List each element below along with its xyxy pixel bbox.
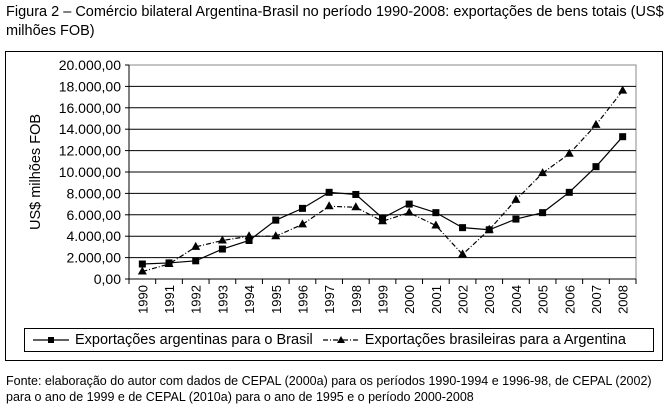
data-point-triangle <box>458 249 468 258</box>
x-tick-label: 1999 <box>376 285 391 314</box>
data-point-triangle <box>431 220 441 229</box>
data-point-square <box>245 236 253 244</box>
y-axis-label: US$ milhões FOB <box>28 114 44 230</box>
x-tick-label: 2002 <box>456 285 471 314</box>
data-point-square <box>325 188 333 196</box>
data-point-triangle <box>271 231 281 240</box>
x-tick-label: 1997 <box>322 285 337 314</box>
legend-item-brazilian-exports: Exportações brasileiras para a Argentina <box>321 332 626 348</box>
legend-item-argentine-exports: Exportações argentinas para o Brasil <box>31 332 313 348</box>
data-point-triangle <box>511 194 521 203</box>
data-point-triangle <box>297 219 307 228</box>
figure-title: Figura 2 – Comércio bilateral Argentina-… <box>6 4 664 39</box>
x-tick-label: 2001 <box>429 285 444 314</box>
x-tick-label: 2007 <box>589 285 604 314</box>
data-point-triangle <box>591 119 601 128</box>
data-point-triangle <box>404 207 414 216</box>
data-point-square <box>192 257 200 265</box>
legend: Exportações argentinas para o Brasil Exp… <box>24 328 654 352</box>
y-tick-label: 10.000,00 <box>59 164 121 180</box>
legend-square-marker-icon <box>33 337 69 343</box>
legend-triangle-marker-icon <box>322 336 359 343</box>
data-point-square <box>619 133 627 141</box>
x-tick-label: 2000 <box>402 285 417 314</box>
y-tick-label: 18.000,00 <box>59 78 121 94</box>
y-tick-label: 12.000,00 <box>59 143 121 159</box>
data-point-square <box>298 204 306 212</box>
x-tick-label: 1996 <box>295 285 310 314</box>
x-tick-label: 1994 <box>242 285 257 314</box>
data-point-square <box>592 163 600 171</box>
data-point-triangle <box>564 148 574 157</box>
data-point-square <box>138 260 146 268</box>
data-point-triangle <box>378 216 387 225</box>
y-tick-label: 16.000,00 <box>59 100 121 116</box>
y-tick-label: 6.000,00 <box>67 207 122 223</box>
data-point-triangle <box>137 266 147 275</box>
x-tick-label: 1990 <box>135 285 150 314</box>
legend-label: Exportações argentinas para o Brasil <box>75 332 313 348</box>
x-tick-label: 2005 <box>536 285 551 314</box>
y-tick-label: 0,00 <box>94 271 121 287</box>
data-point-triangle <box>538 168 548 177</box>
data-point-square <box>539 209 547 217</box>
y-tick-label: 20.000,00 <box>59 57 121 73</box>
data-point-square <box>565 188 573 196</box>
data-point-square <box>272 216 280 224</box>
data-point-square <box>432 209 440 217</box>
x-tick-label: 2006 <box>562 285 577 314</box>
data-point-triangle <box>244 231 254 240</box>
data-point-triangle <box>351 202 361 211</box>
x-tick-label: 1993 <box>215 285 230 314</box>
y-tick-label: 2.000,00 <box>67 250 122 266</box>
y-tick-label: 8.000,00 <box>67 185 122 201</box>
x-tick-label: 2004 <box>509 285 524 314</box>
x-tick-label: 2003 <box>482 285 497 314</box>
y-tick-label: 4.000,00 <box>67 228 122 244</box>
series-line-argentine-exports <box>142 136 624 265</box>
legend-label: Exportações brasileiras para a Argentina <box>364 332 626 348</box>
data-point-square <box>459 224 467 232</box>
x-tick-label: 2008 <box>616 285 631 314</box>
data-point-square <box>218 245 226 253</box>
data-point-triangle <box>191 241 201 250</box>
data-point-triangle <box>618 85 628 94</box>
x-tick-label: 1995 <box>269 285 284 314</box>
chart-frame <box>5 51 663 361</box>
data-point-triangle <box>164 259 174 268</box>
data-point-triangle <box>217 235 227 244</box>
source-caption: Fonte: elaboração do autor com dados de … <box>6 374 652 404</box>
y-tick-label: 14.000,00 <box>59 121 121 137</box>
data-point-square <box>352 190 360 198</box>
data-point-square <box>405 200 413 208</box>
data-point-square <box>512 215 520 223</box>
x-tick-label: 1998 <box>349 285 364 314</box>
data-point-triangle <box>484 224 494 233</box>
series-line-brazilian-exports <box>142 90 624 273</box>
x-tick-label: 1991 <box>162 285 177 314</box>
x-tick-label: 1992 <box>189 285 204 314</box>
data-point-triangle <box>324 201 334 210</box>
